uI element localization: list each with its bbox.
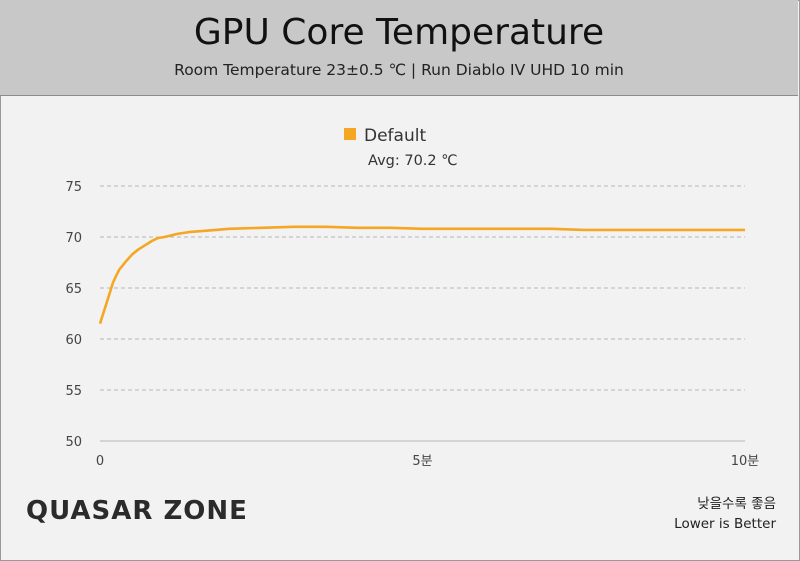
series-layer: [98, 225, 745, 325]
logo-text: QUASAR ZONE: [26, 496, 248, 526]
legend-swatch: [344, 128, 356, 140]
y-tick-label: 75: [65, 180, 82, 195]
y-tick-label: 70: [65, 231, 82, 246]
y-tick-label: 60: [65, 333, 82, 348]
x-tick-label: 5분: [412, 454, 432, 469]
legend-label: Default: [364, 126, 426, 146]
grid-layer: [100, 185, 745, 442]
note-english: Lower is Better: [674, 516, 776, 532]
y-tick-label: 65: [65, 282, 82, 297]
tick-layer: 50 55 60 65 70 75 0 5분 10분: [65, 180, 759, 469]
y-tick-label: 55: [65, 384, 82, 399]
chart-header: GPU Core Temperature Room Temperature 23…: [0, 0, 798, 96]
x-tick-label: 0: [96, 454, 104, 469]
x-tick-label: 10분: [731, 454, 760, 469]
chart-subtitle: Room Temperature 23±0.5 ℃ | Run Diablo I…: [174, 61, 624, 79]
y-tick-label: 50: [65, 435, 82, 450]
legend: Default Avg: 70.2 ℃: [344, 126, 458, 169]
note-korean: 낮을수록 좋음: [697, 496, 776, 512]
chart-title: GPU Core Temperature: [193, 12, 605, 53]
lower-is-better-note: 낮을수록 좋음 Lower is Better: [674, 494, 776, 534]
legend-average: Avg: 70.2 ℃: [368, 153, 458, 169]
series-line-default: [98, 225, 745, 325]
quasarzone-logo: QUASAR ZONE: [26, 496, 248, 526]
